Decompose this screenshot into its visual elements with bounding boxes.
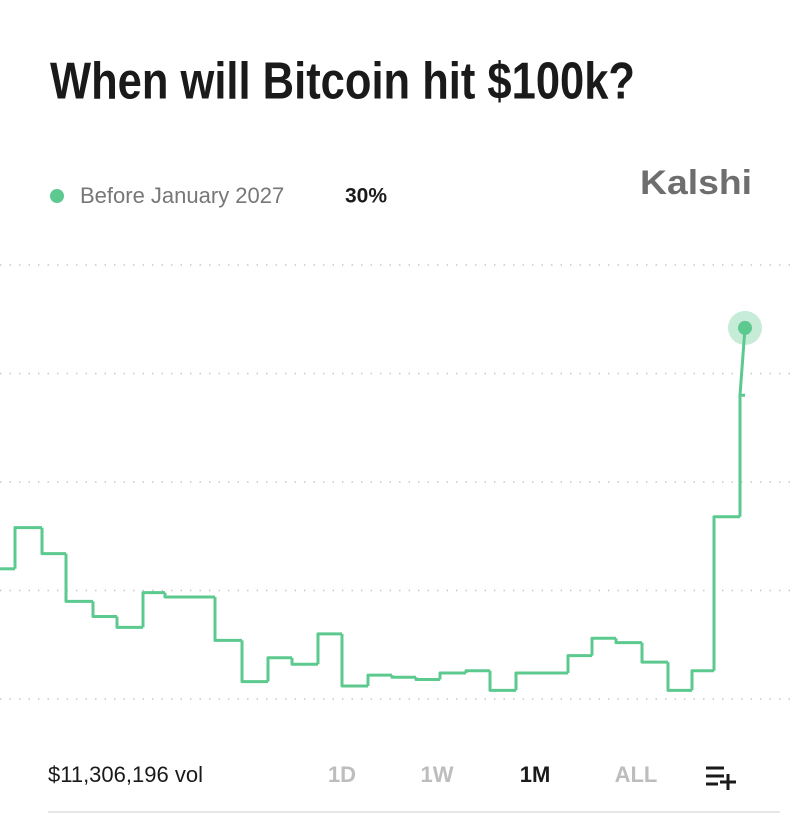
line-step bbox=[738, 393, 745, 517]
line-step bbox=[464, 669, 490, 673]
volume: $11,306,196 vol bbox=[48, 762, 203, 787]
line-step bbox=[115, 616, 143, 629]
line-step bbox=[240, 640, 268, 684]
line-step bbox=[488, 670, 516, 692]
line-step bbox=[390, 675, 416, 679]
line-step bbox=[316, 632, 342, 665]
line-step bbox=[666, 662, 692, 692]
line-step bbox=[141, 591, 165, 628]
line-step bbox=[213, 597, 242, 642]
line-step bbox=[438, 671, 466, 680]
line-step bbox=[514, 671, 542, 691]
range-button[interactable]: 1W bbox=[421, 762, 454, 787]
line-step bbox=[64, 553, 93, 603]
line-step bbox=[366, 673, 392, 686]
legend-label: Before January 2027 bbox=[80, 183, 284, 208]
line-step bbox=[91, 601, 117, 619]
volume-amount: $11,306,196 bbox=[48, 762, 169, 787]
line-step bbox=[738, 327, 747, 396]
list-icon[interactable] bbox=[706, 766, 736, 790]
page-title: When will Bitcoin hit $100k? bbox=[50, 53, 635, 111]
line-step bbox=[712, 515, 740, 671]
line-step bbox=[414, 677, 440, 681]
legend-dot bbox=[50, 189, 64, 203]
line-step bbox=[13, 526, 42, 569]
line-step bbox=[340, 633, 368, 688]
range-button[interactable]: 1M bbox=[520, 762, 551, 787]
line-step bbox=[590, 636, 616, 656]
line-step bbox=[163, 592, 215, 599]
legend-value: 30% bbox=[345, 185, 387, 208]
line-step bbox=[690, 669, 714, 691]
line-step bbox=[290, 657, 318, 666]
line-step bbox=[266, 656, 292, 682]
line-step bbox=[640, 642, 668, 664]
line-step bbox=[40, 527, 66, 556]
line-step bbox=[614, 638, 642, 645]
brand-logo: Kalshi bbox=[640, 164, 752, 202]
volume-unit: vol bbox=[175, 762, 203, 787]
end-dot bbox=[738, 320, 752, 335]
range-button[interactable]: 1D bbox=[328, 762, 356, 787]
line-step bbox=[566, 654, 592, 673]
range-button[interactable]: ALL bbox=[615, 762, 658, 787]
legend: Before January 2027 30% bbox=[50, 183, 387, 208]
